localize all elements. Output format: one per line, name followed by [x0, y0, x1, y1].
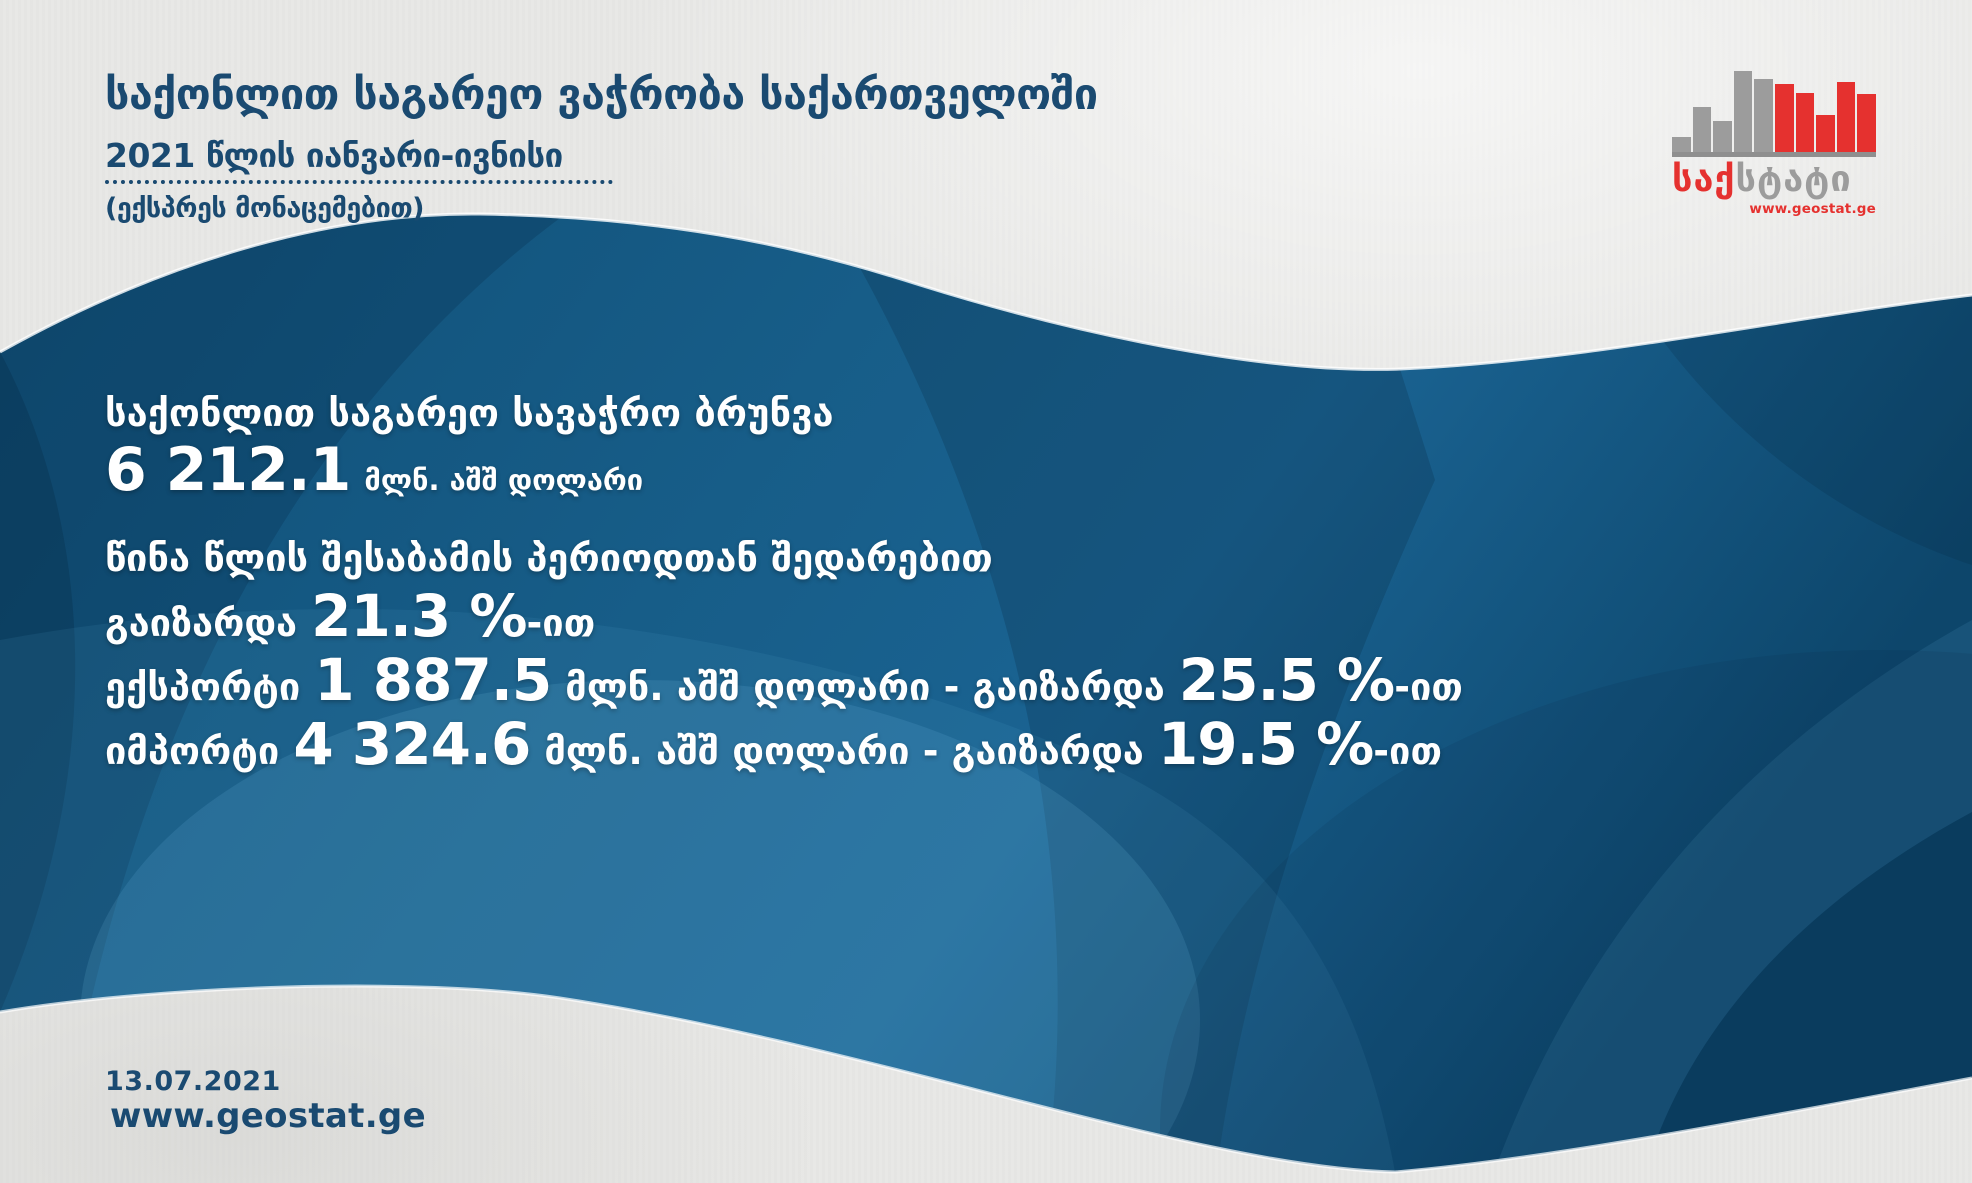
turnover-value: 6 212.1 — [105, 435, 351, 505]
logo-wordmark-red: საქ — [1672, 159, 1736, 200]
comparison-label: წინა წლის შესაბამის პერიოდთან შედარებით — [105, 536, 993, 580]
export-value: 1 887.5 — [314, 646, 552, 714]
growth-value: 21.3 % — [311, 582, 527, 650]
publication-date: 13.07.2021 — [105, 1066, 281, 1097]
logo-bar-gray — [1713, 121, 1732, 152]
logo-bar-red — [1774, 84, 1794, 152]
geostat-logo: საქსტატი www.geostat.ge — [1672, 57, 1876, 217]
express-data-note: (ექსპრეს მონაცემებით) — [105, 193, 425, 224]
logo-wordmark-gray: სტატი — [1735, 159, 1852, 200]
import-line: იმპორტი 4 324.6 მლნ. აშშ დოლარი - გაიზარდა… — [105, 711, 1442, 778]
export-growth-value: 25.5 % — [1178, 646, 1395, 714]
growth-verb: გაიზარდა — [105, 601, 298, 645]
import-label: იმპორტი — [105, 729, 280, 773]
logo-bar-gray — [1733, 71, 1753, 152]
logo-bar-red — [1795, 93, 1815, 152]
logo-website-url: www.geostat.ge — [1749, 201, 1876, 217]
page-title: საქონლით საგარეო ვაჭრობა საქართველოში — [105, 70, 1098, 120]
import-value: 4 324.6 — [293, 710, 531, 778]
logo-bar-gray — [1754, 79, 1773, 152]
logo-bar-chart-icon — [1672, 71, 1876, 152]
logo-bar-red — [1816, 115, 1835, 152]
import-unit-text: მლნ. აშშ დოლარი - გაიზარდა — [544, 729, 1144, 773]
turnover-label: საქონლით საგარეო სავაჭრო ბრუნვა — [105, 391, 834, 435]
export-label: ექსპორტი — [105, 665, 301, 709]
import-growth-value: 19.5 % — [1157, 710, 1374, 778]
export-line: ექსპორტი 1 887.5 მლნ. აშშ დოლარი - გაიზარდ… — [105, 647, 1463, 714]
footer-website-url: www.geostat.ge — [110, 1096, 426, 1136]
page-subtitle: 2021 წლის იანვარი-ივნისი — [105, 136, 563, 175]
logo-bar-red — [1836, 82, 1856, 152]
turnover-unit: მლნ. აშშ დოლარი — [364, 463, 644, 497]
turnover-value-line: 6 212.1 მლნ. აშშ დოლარი — [105, 436, 643, 505]
subtitle-dotted-underline — [105, 180, 613, 184]
growth-suffix: -ით — [526, 601, 596, 645]
logo-bar-red — [1857, 94, 1876, 152]
logo-bar-gray — [1672, 137, 1691, 152]
growth-line: გაიზარდა 21.3 %-ით — [105, 583, 595, 650]
export-suffix: -ით — [1394, 665, 1463, 709]
export-unit-text: მლნ. აშშ დოლარი - გაიზარდა — [565, 665, 1165, 709]
logo-baseline — [1672, 152, 1876, 157]
logo-wordmark: საქსტატი — [1672, 162, 1876, 198]
logo-bar-gray — [1692, 107, 1712, 152]
import-suffix: -ით — [1373, 729, 1442, 773]
